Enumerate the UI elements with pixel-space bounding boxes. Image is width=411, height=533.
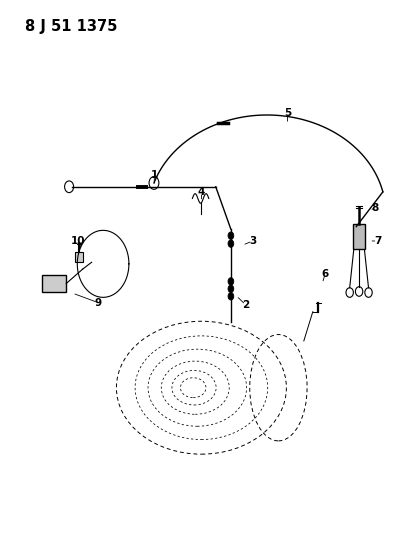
Circle shape (228, 240, 234, 247)
Text: 2: 2 (242, 300, 249, 310)
Text: 3: 3 (249, 236, 256, 246)
Circle shape (228, 278, 234, 285)
Text: 5: 5 (284, 108, 291, 118)
Text: 6: 6 (321, 269, 329, 279)
FancyBboxPatch shape (353, 224, 365, 249)
FancyBboxPatch shape (75, 252, 83, 262)
Circle shape (228, 285, 234, 293)
Text: 8 J 51 1375: 8 J 51 1375 (25, 19, 118, 34)
Circle shape (228, 293, 234, 300)
Text: 7: 7 (374, 236, 381, 246)
FancyBboxPatch shape (42, 275, 66, 292)
Text: 4: 4 (198, 187, 205, 197)
Circle shape (228, 232, 234, 239)
Text: 9: 9 (95, 297, 102, 308)
Text: 1: 1 (151, 170, 158, 180)
Text: 8: 8 (372, 203, 379, 213)
Text: 10: 10 (71, 236, 86, 246)
